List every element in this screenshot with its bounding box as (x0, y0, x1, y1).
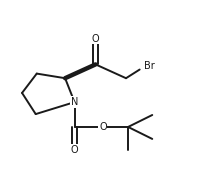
Text: Br: Br (144, 61, 155, 71)
Text: O: O (99, 122, 107, 132)
Text: N: N (71, 97, 78, 107)
Text: O: O (92, 34, 99, 44)
Text: O: O (71, 145, 78, 155)
